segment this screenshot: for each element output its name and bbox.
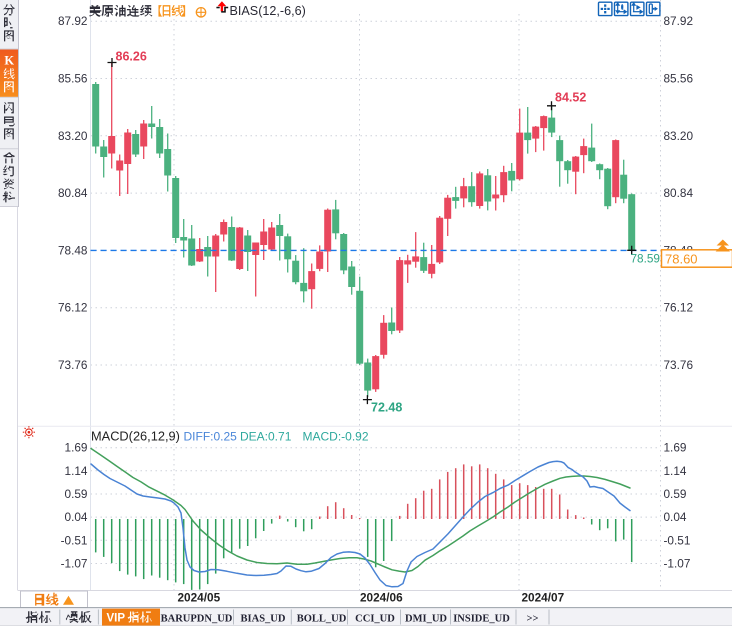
svg-text:76.12: 76.12	[58, 301, 88, 315]
svg-text:0.59: 0.59	[664, 487, 687, 501]
svg-text:83.20: 83.20	[58, 129, 88, 143]
svg-text:78.59: 78.59	[630, 252, 660, 266]
svg-text:BIAS(12,-6,6): BIAS(12,-6,6)	[230, 4, 306, 18]
svg-text:85.56: 85.56	[58, 72, 88, 86]
svg-text:DMI_UD: DMI_UD	[405, 613, 447, 624]
svg-text:DEA:0.71: DEA:0.71	[240, 429, 292, 443]
svg-text:DIFF:0.25: DIFF:0.25	[184, 429, 238, 443]
svg-text:-0.51: -0.51	[61, 533, 88, 547]
svg-text:1.14: 1.14	[664, 464, 687, 478]
svg-text:>>: >>	[527, 613, 539, 624]
svg-text:86.26: 86.26	[116, 50, 147, 64]
svg-text:-0.51: -0.51	[664, 533, 691, 547]
svg-text:MACD:-0.92: MACD:-0.92	[303, 429, 369, 443]
svg-text:0.04: 0.04	[65, 510, 88, 524]
svg-text:INSIDE_UD: INSIDE_UD	[453, 613, 510, 624]
svg-text:83.20: 83.20	[664, 129, 694, 143]
svg-text:73.76: 73.76	[664, 358, 694, 372]
svg-text:1.14: 1.14	[65, 464, 88, 478]
svg-text:K: K	[4, 54, 14, 68]
svg-text:MACD(26,12,9): MACD(26,12,9)	[91, 428, 180, 443]
svg-text:80.84: 80.84	[664, 186, 694, 200]
svg-text:72.48: 72.48	[371, 401, 402, 415]
svg-text:87.92: 87.92	[58, 14, 88, 28]
svg-text:1.69: 1.69	[664, 441, 687, 455]
svg-text:2024/07: 2024/07	[522, 591, 565, 605]
svg-text:80.84: 80.84	[58, 186, 88, 200]
svg-text:78.48: 78.48	[58, 243, 88, 257]
svg-text:87.92: 87.92	[664, 14, 694, 28]
svg-text:2024/05: 2024/05	[178, 591, 221, 605]
svg-text:BIAS_UD: BIAS_UD	[241, 613, 286, 624]
svg-text:2024/06: 2024/06	[360, 591, 403, 605]
svg-text:BOLL_UD: BOLL_UD	[297, 613, 347, 624]
svg-text:84.52: 84.52	[555, 91, 586, 105]
svg-text:0.04: 0.04	[664, 510, 687, 524]
svg-text:0.59: 0.59	[65, 487, 88, 501]
svg-text:-1.07: -1.07	[664, 556, 691, 570]
svg-text:85.56: 85.56	[664, 72, 694, 86]
svg-text:78.60: 78.60	[665, 252, 698, 267]
svg-text:76.12: 76.12	[664, 301, 694, 315]
svg-text:VIP: VIP	[107, 612, 126, 624]
svg-text:-1.07: -1.07	[61, 556, 88, 570]
svg-text:CCI_UD: CCI_UD	[355, 613, 395, 624]
svg-text:1.69: 1.69	[65, 441, 88, 455]
svg-text:BARUPDN_UD: BARUPDN_UD	[161, 613, 233, 624]
svg-text:73.76: 73.76	[58, 358, 88, 372]
